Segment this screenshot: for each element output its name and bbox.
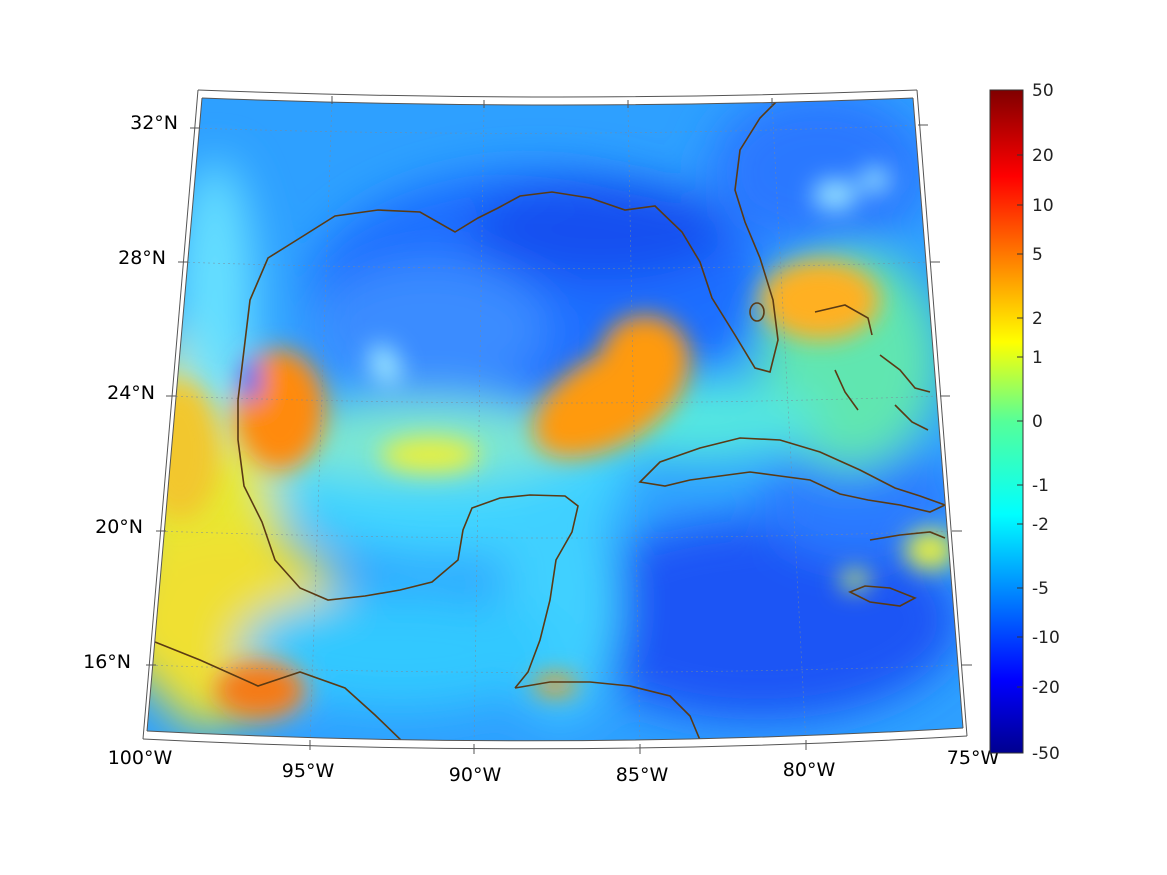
colorbar-label: 20 [1032, 146, 1054, 166]
colorbar-ticks [1017, 154, 1023, 688]
lat-label-16n: 16°N [83, 651, 131, 673]
colorbar-label: 50 [1032, 81, 1054, 101]
colorbar: 50 20 10 5 2 1 0 -1 -2 -5 -10 -20 -50 [989, 81, 1060, 764]
map-frame [142, 89, 968, 750]
longitude-labels: 100°W 95°W 90°W 85°W 80°W 75°W [108, 747, 1000, 786]
graticule [147, 99, 963, 741]
map-field [147, 98, 963, 741]
colorbar-label: 0 [1032, 412, 1043, 432]
colorbar-label: -20 [1032, 678, 1060, 698]
colorbar-label: -10 [1032, 628, 1060, 648]
lon-label-100w: 100°W [108, 747, 173, 769]
lon-label-80w: 80°W [783, 759, 836, 781]
lat-label-20n: 20°N [95, 516, 143, 538]
colorbar-label: 5 [1032, 245, 1043, 265]
latitude-labels: 32°N 28°N 24°N 20°N 16°N [83, 112, 178, 673]
colorbar-labels: 50 20 10 5 2 1 0 -1 -2 -5 -10 -20 -50 [1032, 81, 1060, 764]
colorbar-label: 10 [1032, 196, 1054, 216]
lat-label-24n: 24°N [107, 382, 155, 404]
colorbar-label: -2 [1032, 515, 1049, 535]
lat-label-28n: 28°N [118, 247, 166, 269]
frame-ticks [146, 96, 972, 754]
colorbar-label: 2 [1032, 309, 1043, 329]
lon-label-90w: 90°W [449, 764, 502, 786]
colorbar-label: 1 [1032, 348, 1043, 368]
lon-label-95w: 95°W [282, 760, 335, 782]
coastlines [154, 99, 948, 741]
colorbar-label: -5 [1032, 579, 1049, 599]
colorbar-label: -50 [1032, 744, 1060, 764]
lon-label-75w: 75°W [947, 747, 1000, 769]
lon-label-85w: 85°W [616, 764, 669, 786]
lat-label-32n: 32°N [130, 112, 178, 134]
colorbar-label: -1 [1032, 476, 1049, 496]
